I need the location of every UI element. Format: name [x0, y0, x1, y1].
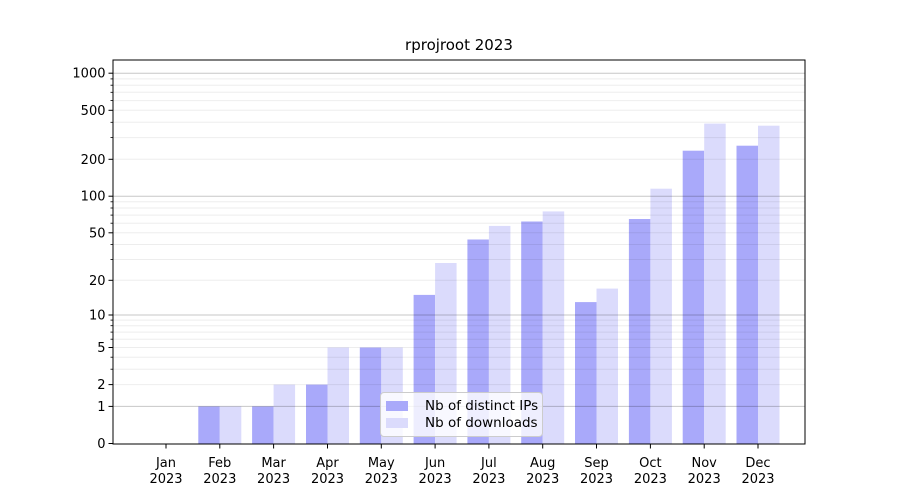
y-tick-label: 20 [89, 274, 106, 289]
bar-downloads-mar [273, 384, 296, 444]
x-tick-label-year: 2023 [365, 472, 398, 487]
x-tick-label-year: 2023 [257, 472, 290, 487]
legend-label-downloads: Nb of downloads [425, 415, 538, 431]
y-tick-label: 5 [97, 341, 105, 356]
bar-downloads-aug [542, 211, 565, 444]
x-tick-label-month: Dec [745, 456, 770, 471]
bar-distinct-ips-apr [306, 384, 328, 444]
x-tick-label-year: 2023 [472, 472, 505, 487]
gridlines-minor [113, 78, 805, 386]
legend-item-downloads: Nb of downloads [386, 415, 538, 431]
bar-downloads-oct [650, 188, 672, 444]
bar-downloads-sep [596, 288, 618, 444]
x-tick-label-month: Feb [208, 456, 231, 471]
x-tick-label-month: Apr [316, 456, 339, 471]
x-tick-label-month: Nov [692, 456, 718, 471]
bar-downloads-jul [488, 225, 511, 444]
bar-distinct-ips-oct [628, 219, 651, 444]
y-tick-label: 50 [89, 226, 106, 241]
bar-distinct-ips-feb [198, 406, 220, 444]
x-axis-group: Jan2023Feb2023Mar2023Apr2023May2023Jun20… [149, 444, 775, 487]
x-tick-label-month: Mar [261, 456, 286, 471]
x-tick-label-month: Jan [155, 456, 176, 471]
y-tick-label: 1000 [72, 67, 105, 82]
bar-distinct-ips-dec [736, 145, 758, 444]
x-tick-label-year: 2023 [311, 472, 344, 487]
bar-downloads-dec [758, 125, 780, 444]
x-tick-label-month: Aug [530, 456, 555, 471]
gridlines-major [113, 72, 805, 407]
bar-distinct-ips-may [359, 347, 382, 444]
plot-border [112, 59, 806, 445]
x-tick-label-year: 2023 [203, 472, 236, 487]
x-tick-label-month: May [368, 456, 395, 471]
x-tick-label-month: Sep [584, 456, 609, 471]
x-tick-label-year: 2023 [526, 472, 559, 487]
x-tick-label-year: 2023 [149, 472, 182, 487]
bars-group [198, 123, 780, 444]
y-tick-label: 500 [81, 104, 106, 119]
axes-group [112, 59, 806, 445]
x-tick-label-year: 2023 [419, 472, 452, 487]
y-tick-label: 200 [81, 153, 106, 168]
y-tick-label: 1 [97, 400, 105, 415]
y-tick-label: 10 [89, 309, 106, 324]
legend-swatch-downloads [386, 418, 408, 428]
bar-downloads-feb [219, 406, 242, 444]
y-tick-label: 0 [97, 437, 105, 452]
chart-title: rprojroot 2023 [405, 36, 513, 54]
x-tick-label-year: 2023 [741, 472, 774, 487]
legend: Nb of distinct IPs Nb of downloads [380, 392, 543, 437]
y-tick-label: 100 [81, 190, 106, 205]
bar-distinct-ips-nov [682, 150, 705, 444]
y-axis-group: 0 1 2 5 10 20 50 100 200 500 1000 [72, 67, 113, 452]
bar-distinct-ips-mar [252, 406, 274, 444]
x-tick-label-month: Jul [480, 456, 497, 471]
legend-swatch-distinct-ips [386, 401, 408, 411]
legend-label-distinct-ips: Nb of distinct IPs [425, 398, 539, 414]
bar-distinct-ips-aug [521, 221, 543, 444]
y-tick-label: 2 [97, 378, 105, 393]
x-tick-label-year: 2023 [580, 472, 613, 487]
x-tick-label-year: 2023 [634, 472, 667, 487]
x-tick-label-year: 2023 [688, 472, 721, 487]
x-tick-label-month: Oct [639, 456, 661, 471]
bar-downloads-nov [704, 123, 726, 444]
bar-distinct-ips-sep [575, 302, 597, 444]
legend-item-distinct-ips: Nb of distinct IPs [386, 398, 538, 414]
x-tick-label-month: Jun [424, 456, 445, 471]
bar-downloads-apr [327, 347, 349, 444]
